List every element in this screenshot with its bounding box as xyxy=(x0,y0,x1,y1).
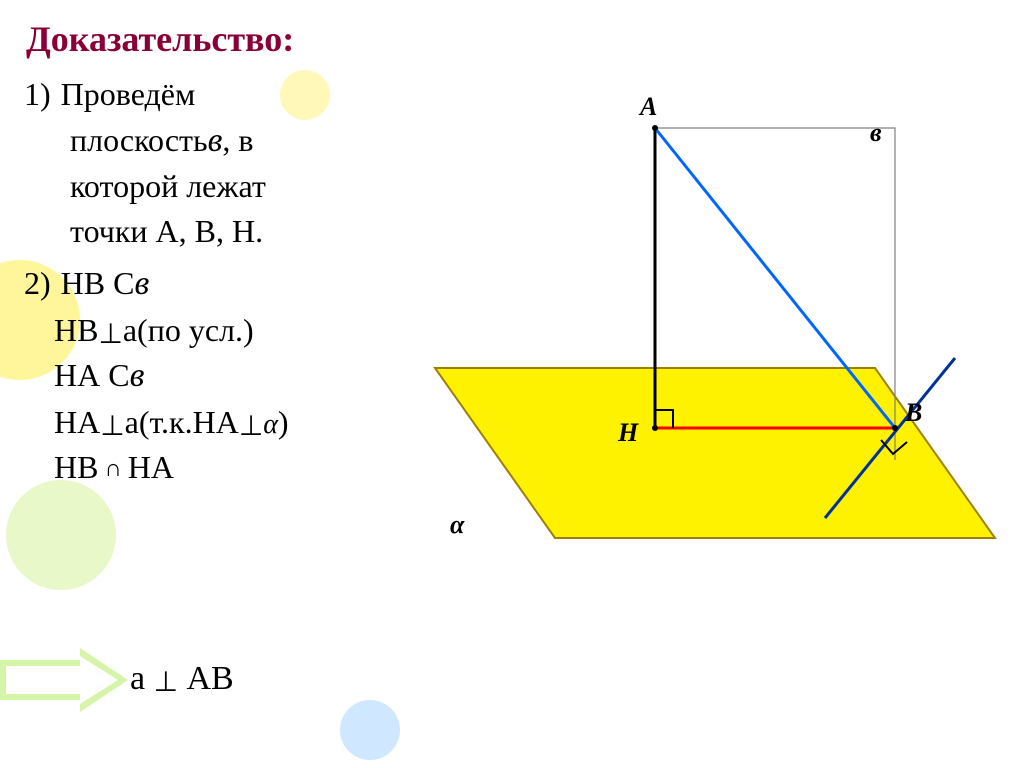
plane-alpha xyxy=(435,368,995,538)
step6-pre: НВ xyxy=(54,445,98,490)
step5-pre: НА xyxy=(54,400,100,445)
step4-pre: НА С xyxy=(54,353,130,398)
bg-dot-3 xyxy=(340,700,400,760)
point-H-dot xyxy=(652,425,658,431)
proof-body: 1) Проведём плоскость в , в которой лежа… xyxy=(24,72,424,490)
step6-intersect: ∩ xyxy=(104,453,121,487)
conclusion: а ⊥ АВ xyxy=(130,660,234,698)
label-A: A xyxy=(640,92,657,122)
step1-line1: Проведём xyxy=(61,72,196,117)
step2-num: 2) xyxy=(24,261,51,306)
step4-plane: в xyxy=(130,352,145,400)
step2a-pre: НВ С xyxy=(61,261,135,306)
point-A-dot xyxy=(652,125,658,131)
step1-line4: точки А, В, Н. xyxy=(70,209,263,254)
label-plane-beta: в xyxy=(870,118,882,148)
step1-num: 1) xyxy=(24,72,51,117)
step5-alpha: α xyxy=(263,405,278,444)
step1-line3: которой лежат xyxy=(70,164,266,209)
point-B-dot xyxy=(892,425,898,431)
step3-post: а(по усл.) xyxy=(123,308,254,353)
step5-perp: ⊥ xyxy=(100,407,124,446)
label-B: B xyxy=(905,398,922,428)
step3-perp: ⊥ xyxy=(98,315,122,354)
conclusion-arrow-icon xyxy=(0,648,130,712)
label-alpha: α xyxy=(450,510,464,540)
conclusion-a: а xyxy=(130,660,145,697)
step5-perp2: ⊥ xyxy=(239,407,263,446)
conclusion-ab: АВ xyxy=(186,660,233,697)
step1-line2-pre: плоскость xyxy=(70,118,208,163)
label-H: H xyxy=(618,418,638,448)
step5-close: ) xyxy=(278,400,289,445)
proof-header: Доказательство: xyxy=(26,18,294,60)
step5-mid: а(т.к.НА xyxy=(125,400,239,445)
geometry-diagram xyxy=(395,88,1015,568)
step1-line2-post: , в xyxy=(222,118,253,163)
step2a-plane: в xyxy=(134,260,149,308)
step1-plane-symbol: в xyxy=(208,117,223,165)
step3-pre: НВ xyxy=(54,308,98,353)
conclusion-perp: ⊥ xyxy=(154,667,178,698)
bg-dot-2 xyxy=(6,480,116,590)
step6-post: НА xyxy=(128,445,174,490)
